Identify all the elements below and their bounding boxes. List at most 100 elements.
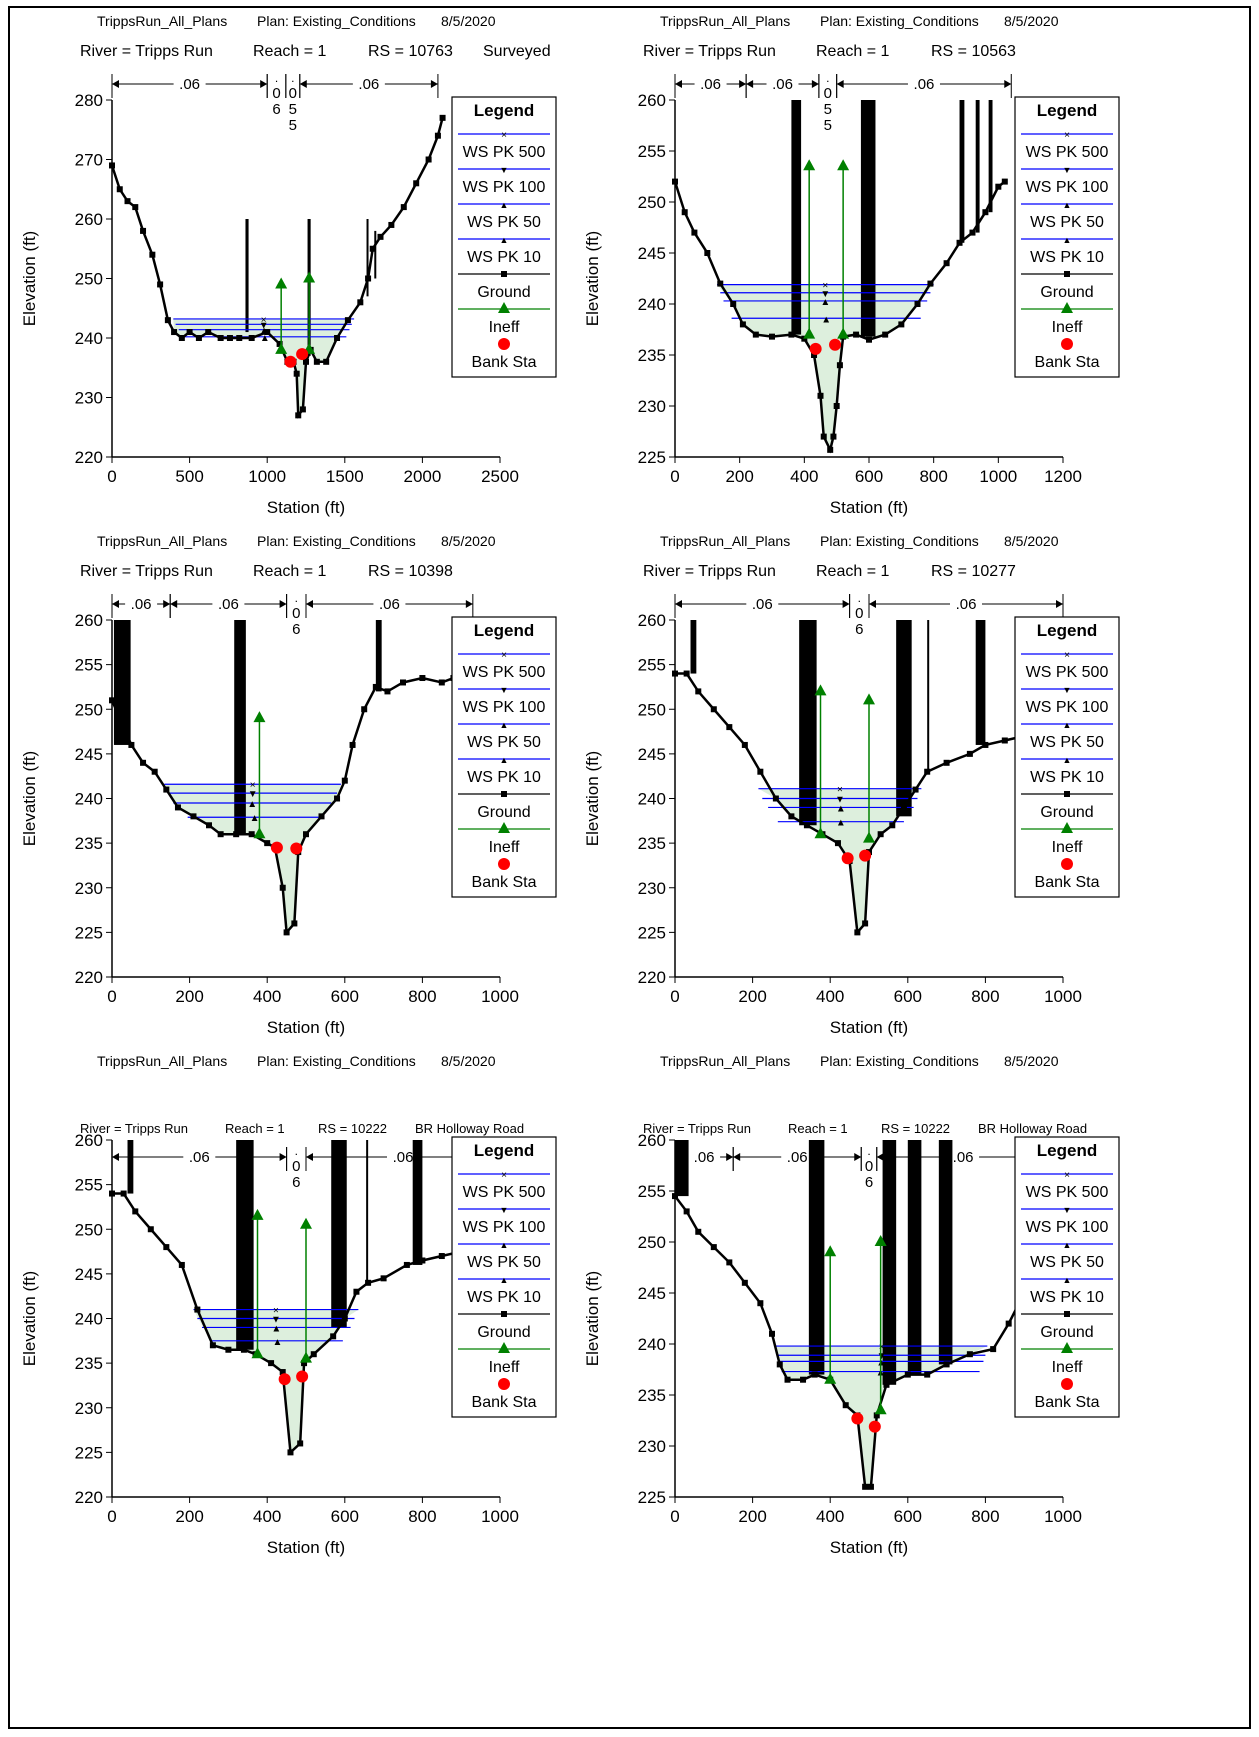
ground-point (384, 688, 391, 695)
ground-point (827, 446, 834, 453)
ground-point (124, 198, 131, 205)
y-tick-label: 235 (75, 834, 103, 853)
legend-marker: ▼ (1063, 685, 1072, 695)
legend-marker (498, 858, 510, 870)
manning-n-label: 5 (289, 101, 297, 118)
ground-point (341, 1315, 348, 1322)
ground-point (811, 352, 818, 358)
ground-point (293, 370, 300, 377)
ineff-marker (874, 1235, 887, 1246)
x-tick-label: 800 (971, 1507, 999, 1526)
ground-point (739, 321, 746, 328)
legend-label: WS PK 10 (467, 1289, 541, 1306)
legend-label: WS PK 50 (1030, 734, 1104, 751)
x-tick-label: 1000 (1044, 1507, 1082, 1526)
legend-label: Ineff (1052, 1359, 1083, 1376)
obstruction-block (331, 1140, 347, 1328)
ground-point (236, 335, 243, 341)
y-tick-label: 235 (638, 834, 666, 853)
y-tick-label: 235 (75, 1354, 103, 1373)
bank-station-point (859, 849, 872, 862)
manning-arrowhead (726, 1153, 734, 1161)
ground-point (438, 1253, 445, 1260)
ground-point (883, 1381, 890, 1388)
ground-point (769, 1330, 775, 1337)
x-tick-label: 2500 (481, 467, 519, 486)
y-tick-label: 260 (638, 91, 666, 110)
ground-point (419, 1257, 426, 1264)
manning-n-label: .06 (131, 596, 152, 613)
legend-marker (498, 1342, 510, 1353)
ground-point (969, 229, 976, 236)
x-axis-label: Station (ft) (267, 1538, 345, 1557)
y-tick-label: 230 (75, 389, 103, 408)
ground-point (757, 768, 764, 775)
header-plan: Plan: Existing_Conditions (257, 1053, 416, 1069)
y-tick-label: 225 (75, 1443, 103, 1462)
legend-label: Bank Sta (472, 354, 537, 371)
ground-point (403, 1261, 410, 1268)
manning-n-label: 0 (824, 85, 832, 102)
ground-point (109, 1190, 115, 1197)
ground-point (862, 920, 869, 927)
bank-station-point (809, 342, 822, 355)
ground-point (900, 804, 907, 811)
ws-marker: ▲ (259, 326, 269, 337)
ground-point (772, 795, 779, 802)
bank-station-point (296, 1370, 309, 1383)
ground-point (882, 331, 889, 338)
ground-point (413, 180, 420, 187)
ineff-marker (814, 684, 827, 696)
obstruction-block (975, 100, 980, 233)
subtitle-extra: BR Holloway Road (978, 1121, 1087, 1136)
ground-point (205, 329, 212, 336)
ineff-marker (251, 1208, 264, 1220)
subtitle-river: River = Tripps Run (643, 563, 776, 580)
legend-label: Ineff (1052, 319, 1083, 336)
x-tick-label: 400 (790, 467, 818, 486)
legend-marker (1061, 338, 1073, 350)
obstruction-block (975, 620, 986, 745)
x-tick-label: 200 (725, 467, 753, 486)
x-tick-label: 200 (175, 1507, 203, 1526)
legend-label: WS PK 100 (1026, 179, 1109, 196)
ground-point (209, 1342, 216, 1349)
manning-arrowhead (306, 1153, 313, 1161)
x-tick-label: 1000 (979, 467, 1017, 486)
legend-label: WS PK 500 (1026, 664, 1109, 681)
header-plan: Plan: Existing_Conditions (257, 13, 416, 29)
chart-panel-1: TrippsRun_All_Plans Plan: Existing_Condit… (20, 13, 557, 517)
manning-n-label: .06 (379, 596, 400, 613)
ground-point (726, 1259, 733, 1266)
ws-marker: × (273, 1306, 279, 1317)
y-tick-label: 245 (638, 1284, 666, 1303)
ground-point (164, 317, 171, 324)
chart-panel-5: TrippsRun_All_Plans Plan: Existing_Condit… (20, 1053, 557, 1557)
legend-box (1014, 616, 1120, 898)
legend-label: Ground (477, 1324, 530, 1341)
manning-dot: . (826, 71, 829, 85)
chart-panel-4: TrippsRun_All_Plans Plan: Existing_Condit… (583, 533, 1120, 1037)
x-tick-label: 600 (855, 467, 883, 486)
manning-n-label: 5 (289, 117, 297, 134)
ground-point (683, 1208, 690, 1215)
ground-point (889, 822, 896, 829)
ground-point (171, 329, 178, 336)
ground-point (334, 795, 341, 802)
ground-point (116, 186, 123, 193)
legend-label: WS PK 10 (1030, 769, 1104, 786)
x-tick-label: 1000 (481, 987, 519, 1006)
manning-n-label: .06 (700, 76, 721, 93)
header-date: 8/5/2020 (441, 13, 496, 29)
ground-point (264, 840, 271, 847)
ground-point (109, 697, 115, 704)
manning-arrowhead (279, 600, 287, 608)
ground-point (757, 1300, 764, 1307)
obstruction-block (799, 620, 817, 826)
x-tick-label: 1000 (248, 467, 286, 486)
x-tick-label: 600 (331, 1507, 359, 1526)
ground-point (820, 433, 827, 440)
legend-label: WS PK 50 (1030, 214, 1104, 231)
ground-line (112, 1192, 501, 1456)
ineff-marker (863, 831, 875, 843)
